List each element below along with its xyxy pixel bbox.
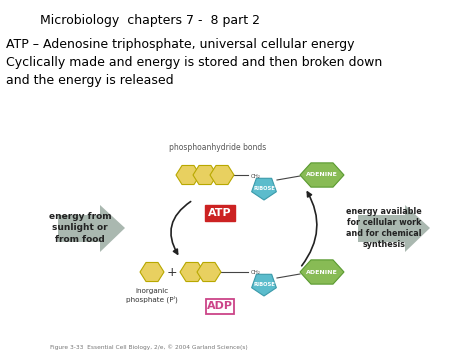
FancyArrowPatch shape xyxy=(171,202,191,254)
Text: energy from
sunlight or
from food: energy from sunlight or from food xyxy=(49,212,111,244)
Text: ATP – Adenosine triphosphate, universal cellular energy: ATP – Adenosine triphosphate, universal … xyxy=(6,38,355,51)
Polygon shape xyxy=(193,165,217,185)
Polygon shape xyxy=(176,165,200,185)
Polygon shape xyxy=(140,262,164,282)
FancyBboxPatch shape xyxy=(206,299,234,313)
Text: ADP: ADP xyxy=(207,301,233,311)
Text: ADENINE: ADENINE xyxy=(306,269,338,274)
Text: Figure 3-33  Essential Cell Biology, 2/e, © 2004 Garland Science(s): Figure 3-33 Essential Cell Biology, 2/e,… xyxy=(50,344,248,350)
Polygon shape xyxy=(300,163,344,187)
Text: inorganic
phosphate (Pᴵ): inorganic phosphate (Pᴵ) xyxy=(126,288,178,303)
Text: CH₂: CH₂ xyxy=(251,271,261,275)
Polygon shape xyxy=(252,274,276,296)
Text: ADENINE: ADENINE xyxy=(306,173,338,178)
Text: CH₂: CH₂ xyxy=(251,174,261,179)
Polygon shape xyxy=(358,205,430,252)
FancyArrowPatch shape xyxy=(302,192,317,266)
Text: RIBOSE: RIBOSE xyxy=(253,282,275,286)
Text: Cyclically made and energy is stored and then broken down: Cyclically made and energy is stored and… xyxy=(6,56,382,69)
Text: phosphoanhydride bonds: phosphoanhydride bonds xyxy=(169,143,266,152)
Text: energy available
for cellular work
and for chemical
synthesis: energy available for cellular work and f… xyxy=(346,207,422,249)
Text: ATP: ATP xyxy=(208,208,232,218)
Polygon shape xyxy=(300,260,344,284)
Text: Microbiology  chapters 7 -  8 part 2: Microbiology chapters 7 - 8 part 2 xyxy=(40,14,260,27)
Text: +: + xyxy=(167,266,177,279)
Polygon shape xyxy=(58,205,125,252)
Polygon shape xyxy=(180,262,204,282)
Polygon shape xyxy=(210,165,234,185)
Text: RIBOSE: RIBOSE xyxy=(253,186,275,191)
Polygon shape xyxy=(197,262,221,282)
FancyBboxPatch shape xyxy=(205,205,235,221)
Text: and the energy is released: and the energy is released xyxy=(6,74,173,87)
Polygon shape xyxy=(252,178,276,200)
